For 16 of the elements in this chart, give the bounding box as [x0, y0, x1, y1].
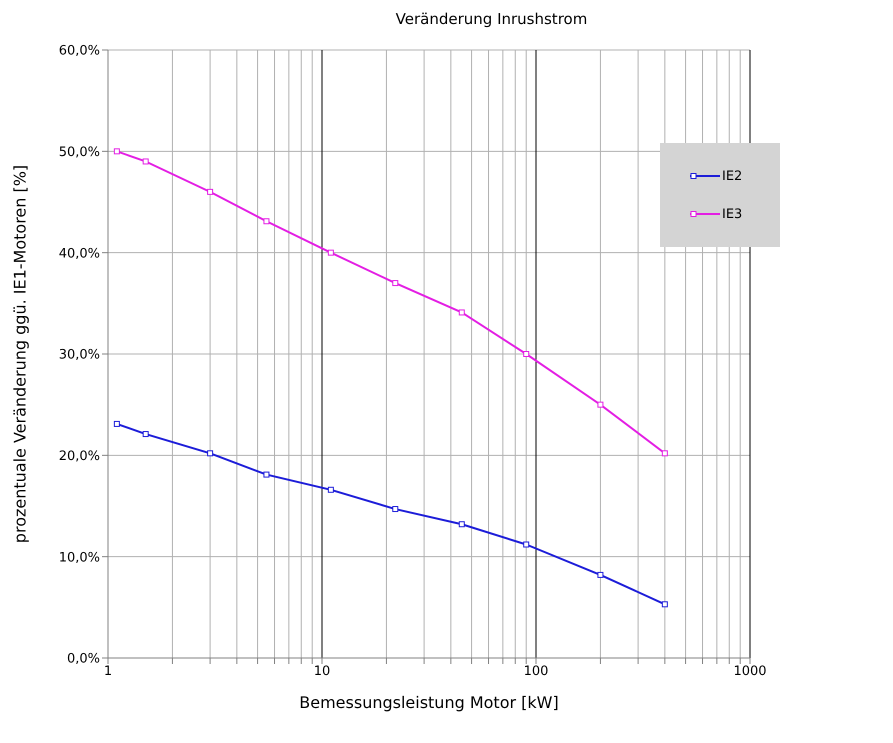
x-tick-label: 100	[524, 664, 548, 680]
y-tick-label: 0,0%	[66, 652, 100, 667]
y-tick-label: 30,0%	[58, 348, 100, 363]
y-tick-label: 60,0%	[58, 44, 100, 59]
x-tick-label: 10	[314, 664, 330, 680]
chart-title: Veränderung Inrushstrom	[394, 9, 588, 30]
y-tick-label: 10,0%	[58, 550, 100, 566]
legend-label: IE3	[722, 206, 742, 222]
y-axis-title: prozentuale Veränderung ggü. IE1-Motoren [%]	[10, 164, 30, 544]
x-tick-label: 1	[104, 664, 112, 680]
x-tick-label: 1000	[733, 664, 767, 680]
y-tick-label: 20,0%	[58, 448, 100, 464]
x-axis-title: Bemessungsleistung Motor [kW]	[299, 693, 559, 712]
legend-label: IE2	[722, 168, 742, 184]
y-tick-label: 50,0%	[58, 144, 100, 160]
y-tick-label: 40,0%	[58, 246, 100, 262]
